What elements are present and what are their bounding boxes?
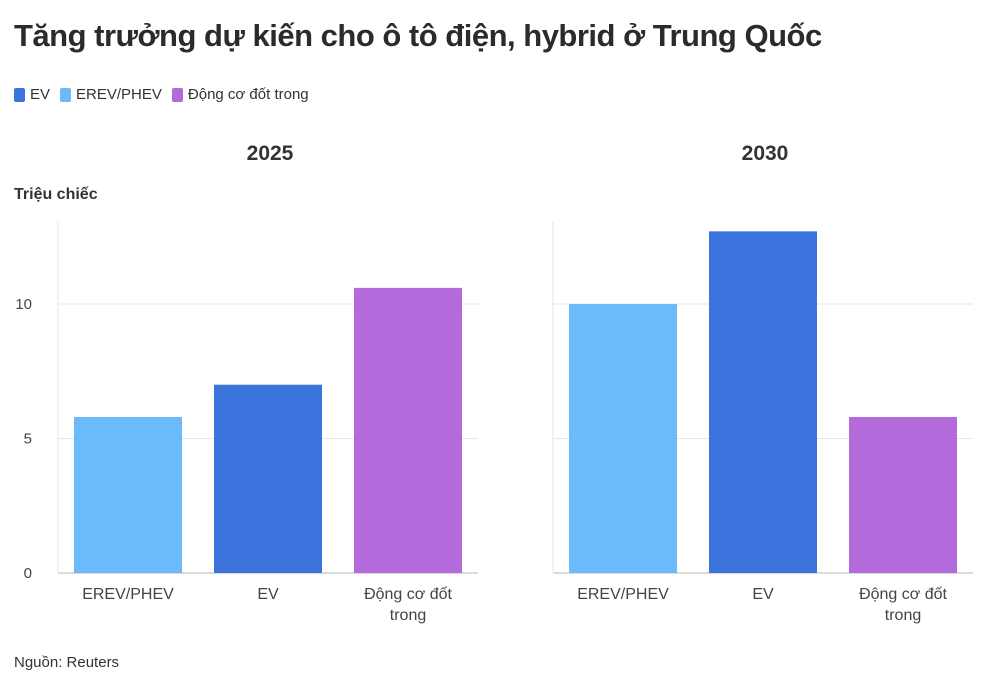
bar-2025-2 xyxy=(354,287,462,573)
legend-item-ev: EV xyxy=(14,86,50,103)
y-tick-label-10: 10 xyxy=(15,296,32,313)
bar-2030-1 xyxy=(709,231,817,573)
x-tick-label: EREV/PHEV xyxy=(82,586,174,603)
bar-2030-0 xyxy=(569,304,677,573)
legend-label-ice: Động cơ đốt trong xyxy=(187,86,309,103)
legend-swatch-erev-phev xyxy=(60,87,72,102)
x-tick-label: Động cơ đốt xyxy=(859,586,947,603)
y-axis-title: Triệu chiếc xyxy=(14,186,98,203)
source-note: Nguồn: Reuters xyxy=(14,654,120,671)
x-tick-label: trong xyxy=(390,607,426,624)
legend: EV EREV/PHEV Động cơ đốt trong xyxy=(14,86,309,103)
panel-title-2025: 2025 xyxy=(247,142,294,165)
x-tick-label: trong xyxy=(885,607,921,624)
x-tick-label: EV xyxy=(752,586,774,603)
bar-2025-1 xyxy=(214,384,322,573)
y-tick-label-5: 5 xyxy=(24,431,32,448)
x-tick-label: EV xyxy=(257,586,279,603)
panel-title-2030: 2030 xyxy=(742,142,789,165)
legend-swatch-ice xyxy=(171,87,183,102)
x-tick-label: EREV/PHEV xyxy=(577,586,669,603)
chart-title: Tăng trưởng dự kiến cho ô tô điện, hybri… xyxy=(14,18,822,53)
legend-swatch-ev xyxy=(14,87,25,102)
legend-item-ice: Động cơ đốt trong xyxy=(171,86,309,103)
legend-label-ev: EV xyxy=(30,86,51,103)
bar-2025-0 xyxy=(74,416,182,573)
legend-label-erev-phev: EREV/PHEV xyxy=(76,86,162,103)
legend-item-erev-phev: EREV/PHEV xyxy=(60,86,162,103)
bar-2030-2 xyxy=(849,416,957,573)
x-tick-label: Động cơ đốt xyxy=(364,586,452,603)
y-tick-label-0: 0 xyxy=(24,565,32,582)
